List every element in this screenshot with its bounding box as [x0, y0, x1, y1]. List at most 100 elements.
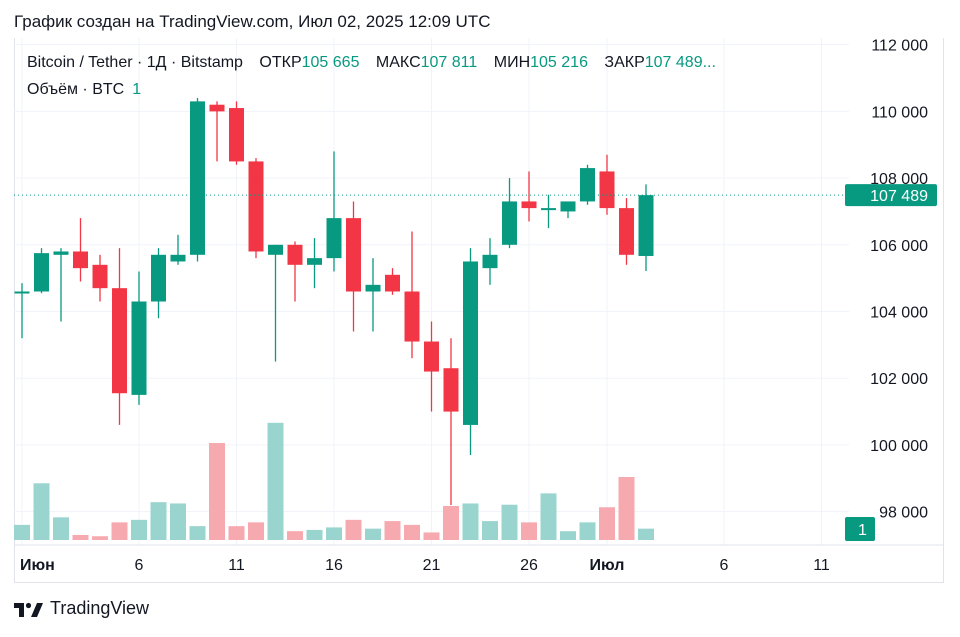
- y-tick-label: 110 000: [871, 104, 928, 121]
- volume-bar: [404, 524, 420, 540]
- candle-up: [151, 248, 166, 319]
- high-label: МАКС: [375, 54, 421, 71]
- candle-body: [248, 161, 264, 252]
- candle-body: [190, 101, 205, 255]
- volume-bar: [365, 528, 381, 540]
- candle-body: [112, 288, 127, 394]
- volume-bar: [248, 522, 264, 540]
- y-tick-label: 104 000: [870, 305, 928, 322]
- candle-body: [92, 264, 108, 289]
- candle-up: [560, 201, 576, 219]
- volume-bar: [638, 528, 654, 540]
- chart-frame: [14, 38, 944, 583]
- close-label: ЗАКР: [604, 54, 645, 71]
- candle-body: [151, 254, 166, 302]
- candle-body: [541, 208, 556, 211]
- candle-body: [580, 168, 595, 202]
- candle-body: [14, 291, 30, 294]
- candle-body: [385, 274, 400, 292]
- volume-bar: [14, 524, 30, 540]
- candle-down: [521, 171, 537, 222]
- volume-bar: [92, 536, 108, 540]
- candle-up: [170, 234, 186, 265]
- candle-up: [34, 248, 49, 294]
- volume-bar: [209, 442, 225, 540]
- volume-bar: [599, 507, 615, 540]
- candle-down: [73, 218, 88, 282]
- candle-body: [521, 201, 537, 209]
- x-tick-label: 6: [135, 557, 144, 574]
- volume-bar: [306, 529, 323, 540]
- y-tick-label: 112 000: [871, 38, 928, 55]
- close-value: 107 489...: [644, 54, 716, 71]
- candle-body: [287, 244, 303, 265]
- x-tick-label: 21: [423, 557, 441, 574]
- volume-bar: [501, 504, 518, 540]
- chart-caption: График создан на TradingView.com, Июл 02…: [14, 12, 491, 31]
- volume-bar: [482, 521, 498, 540]
- last-price-badge: [845, 184, 937, 207]
- y-tick-label: 100 000: [870, 438, 928, 455]
- candle-up: [131, 271, 147, 405]
- candle-body: [560, 201, 576, 212]
- candle-up: [580, 164, 595, 205]
- volume-bar: [462, 503, 479, 540]
- candle-body: [170, 254, 186, 262]
- y-tick-label: 108 000: [870, 171, 928, 188]
- y-tick-label: 102 000: [870, 371, 928, 388]
- last-price-label: 107 489: [870, 188, 928, 205]
- symbol-label[interactable]: Bitcoin / Tether · 1Д · Bitstamp: [27, 54, 243, 71]
- candle-down: [404, 231, 420, 359]
- volume-bar: [150, 502, 167, 540]
- candle-down: [92, 254, 108, 302]
- candle-body: [34, 253, 49, 292]
- volume-bar: [423, 532, 440, 540]
- candle-up: [482, 238, 498, 285]
- volume-bar: [170, 503, 186, 540]
- volume-badge: [845, 517, 875, 541]
- candle-down: [619, 198, 634, 265]
- candle-body: [326, 218, 342, 259]
- volume-bar: [131, 519, 147, 540]
- candle-up: [307, 238, 322, 289]
- candle-up: [541, 194, 556, 229]
- volume-value: 1: [132, 81, 142, 98]
- low-value: 105 216: [530, 54, 588, 71]
- y-tick-label: 98 000: [879, 505, 928, 522]
- volume-bar: [326, 527, 342, 540]
- candle-down: [443, 338, 459, 505]
- candle-body: [229, 108, 244, 162]
- candle-body: [53, 251, 69, 255]
- x-tick-label: 26: [520, 557, 538, 574]
- volume-bar: [287, 531, 303, 540]
- volume-legend: Объём · BTC 1: [27, 81, 141, 99]
- volume-bar: [33, 483, 50, 540]
- candle-body: [73, 251, 88, 269]
- candle-body: [346, 218, 361, 292]
- candle-body: [619, 208, 634, 255]
- open-label: ОТКР: [259, 54, 302, 71]
- candle-up: [463, 248, 478, 455]
- candle-body: [365, 284, 381, 292]
- candle-body: [131, 301, 147, 395]
- candle-down: [385, 268, 400, 295]
- candle-body: [404, 291, 420, 342]
- candle-body: [638, 195, 654, 256]
- candle-up: [14, 283, 30, 339]
- candle-body: [482, 254, 498, 269]
- volume-bar: [560, 531, 576, 540]
- x-tick-label: 11: [228, 557, 245, 574]
- tradingview-brand[interactable]: TradingView: [14, 598, 149, 619]
- volume-label[interactable]: Объём · BTC: [27, 81, 125, 98]
- volume-bar: [579, 522, 596, 540]
- candle-body: [599, 171, 615, 209]
- candle-up: [638, 184, 654, 271]
- volume-bar: [72, 534, 89, 540]
- symbol-legend: Bitcoin / Tether · 1Д · Bitstamp ОТКР 105…: [27, 54, 716, 72]
- candle-down: [209, 101, 225, 162]
- candle-down: [229, 101, 244, 165]
- candle-up: [326, 151, 342, 272]
- candle-down: [287, 241, 303, 302]
- x-tick-label: 11: [813, 557, 830, 574]
